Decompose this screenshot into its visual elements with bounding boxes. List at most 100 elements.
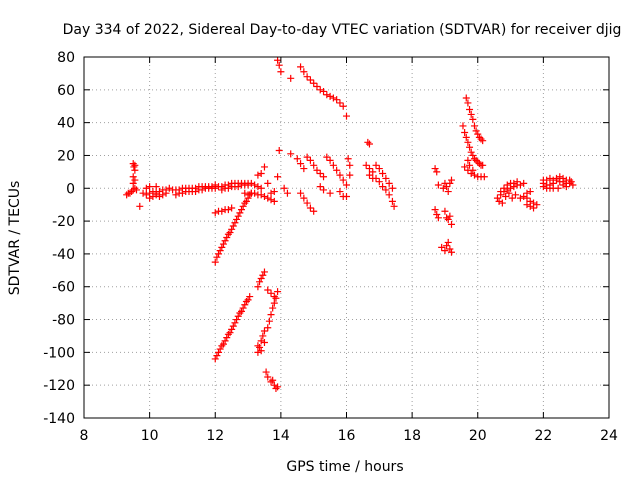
data-point <box>219 240 227 248</box>
data-point <box>470 171 478 179</box>
x-tick-label: 12 <box>206 428 224 444</box>
data-point <box>530 204 538 212</box>
data-point <box>257 347 265 355</box>
data-point <box>553 174 560 182</box>
data-point <box>257 191 265 199</box>
data-point <box>264 179 272 187</box>
data-point <box>254 283 262 291</box>
data-point <box>275 147 283 155</box>
data-point <box>526 202 534 210</box>
data-point <box>306 204 314 212</box>
data-point <box>448 220 455 228</box>
data-point <box>441 207 449 215</box>
data-point <box>474 130 482 138</box>
data-point <box>439 184 447 192</box>
data-point <box>461 163 469 171</box>
data-point <box>165 184 173 192</box>
series-arc-13.5-positive <box>254 147 291 197</box>
data-point <box>129 173 137 181</box>
data-point <box>142 191 150 199</box>
data-point <box>310 161 318 169</box>
data-point <box>375 165 383 173</box>
data-point <box>270 188 278 196</box>
data-point <box>462 133 470 141</box>
data-point <box>470 155 478 163</box>
data-point <box>479 137 487 145</box>
data-point <box>336 99 344 107</box>
data-point <box>306 156 314 164</box>
data-point <box>123 191 131 199</box>
data-point <box>467 110 475 118</box>
chart-title: Day 334 of 2022, Sidereal Day-to-day VTE… <box>63 22 622 38</box>
data-point <box>303 153 311 161</box>
data-point <box>224 206 232 214</box>
data-point <box>231 219 239 227</box>
series-arc-14-top <box>274 56 350 120</box>
data-point <box>464 156 472 164</box>
data-point <box>464 99 472 107</box>
data-point <box>503 181 511 189</box>
data-point <box>265 317 273 325</box>
data-point <box>270 299 278 307</box>
data-point <box>275 61 283 69</box>
data-point <box>329 161 337 169</box>
data-point <box>443 214 451 222</box>
data-point <box>300 194 308 202</box>
data-point <box>385 179 393 187</box>
data-point <box>224 230 232 238</box>
x-tick-label: 20 <box>469 428 487 444</box>
data-point <box>346 161 354 169</box>
data-point <box>257 275 265 283</box>
data-point <box>254 171 262 179</box>
data-point <box>238 307 245 315</box>
data-point <box>277 68 285 76</box>
data-point <box>272 294 280 302</box>
data-point <box>513 178 521 186</box>
data-point <box>469 115 477 123</box>
data-point <box>242 197 250 205</box>
x-tick-label: 16 <box>338 428 356 444</box>
data-point <box>264 194 272 202</box>
data-point <box>274 383 282 391</box>
data-point <box>128 188 136 196</box>
data-point <box>254 183 262 191</box>
y-tick-label: -60 <box>52 280 75 296</box>
data-point <box>479 161 487 169</box>
data-point <box>216 345 224 353</box>
data-point <box>511 191 519 199</box>
x-tick-label: 8 <box>80 428 89 444</box>
data-point <box>234 183 242 191</box>
data-point <box>133 186 140 194</box>
data-point <box>470 122 478 130</box>
data-point <box>444 215 452 223</box>
data-point <box>228 225 236 233</box>
data-point <box>241 301 249 309</box>
data-point <box>466 161 474 169</box>
data-point <box>280 184 288 192</box>
data-point <box>256 343 264 351</box>
data-point <box>516 194 524 202</box>
data-point <box>382 174 390 182</box>
data-point <box>159 191 167 199</box>
data-point <box>293 155 301 163</box>
y-tick-label: 0 <box>66 181 75 197</box>
data-point <box>316 170 324 178</box>
data-point <box>218 207 226 215</box>
data-point <box>172 191 180 199</box>
data-point <box>260 327 268 335</box>
data-point <box>244 296 252 304</box>
data-point <box>131 184 139 192</box>
data-point <box>313 83 321 91</box>
data-point <box>446 179 454 187</box>
y-tick-label: 20 <box>57 148 75 164</box>
data-point <box>264 373 272 381</box>
data-point <box>146 183 154 191</box>
data-point <box>287 74 295 82</box>
data-point <box>297 160 305 168</box>
series-arc-19 <box>438 176 455 256</box>
data-point <box>211 258 219 266</box>
data-point <box>224 184 232 192</box>
data-point <box>523 189 531 197</box>
data-point <box>260 163 268 171</box>
